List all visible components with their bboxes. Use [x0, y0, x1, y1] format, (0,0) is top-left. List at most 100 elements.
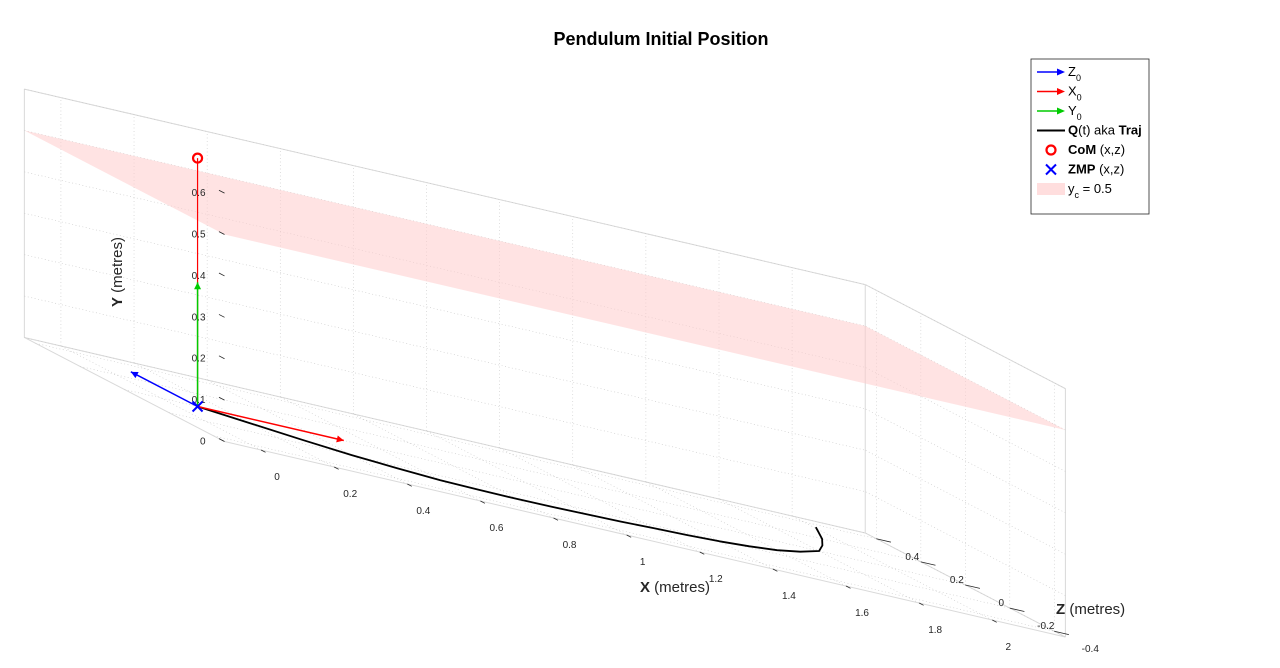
x-tick-mark — [334, 466, 339, 470]
y-tick-label: 0.3 — [192, 312, 206, 323]
x-tick-mark — [480, 500, 486, 504]
legend-text-part: 0 — [1076, 73, 1081, 83]
grid-line — [213, 435, 1055, 632]
y-tick-label: 0.4 — [192, 271, 206, 282]
y-tick-mark — [218, 355, 225, 360]
legend-text-part: 0 — [1077, 112, 1082, 122]
legend-text-part: y — [1068, 181, 1075, 196]
z-tick-mark — [876, 538, 892, 543]
chart-title: Pendulum Initial Position — [553, 29, 768, 49]
yc-plane — [24, 130, 1066, 431]
x-tick-mark — [260, 449, 266, 453]
z-axis-label: Z (metres) — [1056, 601, 1125, 618]
legend-cross-zmp — [1045, 163, 1057, 176]
legend-text-part: Z — [1068, 64, 1076, 79]
yc-plane-surface — [24, 130, 1066, 431]
legend-text-part: ZMP — [1068, 162, 1096, 177]
legend-entry-label: ZMP (x,z) — [1068, 162, 1124, 177]
z-tick-mark — [920, 561, 936, 566]
grid-line — [499, 447, 700, 553]
legend-entry-label: Z0 — [1068, 64, 1081, 83]
grid-line — [24, 130, 866, 327]
x-tick-label: 0 — [274, 472, 280, 483]
grid-line — [168, 412, 1010, 609]
x-tick-mark — [626, 534, 632, 538]
z-tick-mark — [1009, 607, 1025, 612]
grid-line — [24, 212, 866, 410]
y-tick-mark — [218, 438, 225, 442]
z0-vector — [130, 371, 198, 408]
y-tick-label: 0.1 — [192, 395, 206, 406]
zmp-marker — [191, 400, 204, 413]
y-tick-mark — [218, 396, 225, 401]
x-axis-label: X (metres) — [640, 579, 710, 596]
legend-entry-label: yc = 0.5 — [1068, 181, 1112, 200]
grid-line — [865, 284, 1066, 389]
x-tick-label: 0.4 — [416, 506, 430, 517]
legend-box — [1030, 58, 1150, 215]
x-tick-mark — [407, 483, 412, 487]
x-tick-mark — [553, 517, 559, 521]
legend-text-part: CoM — [1068, 142, 1096, 157]
x-tick-label: 0.8 — [563, 540, 577, 551]
grid-line — [35, 342, 877, 540]
legend-text-part: c — [1075, 190, 1080, 200]
x-tick-label: 0.6 — [489, 523, 503, 534]
x-tick-label: 1.2 — [709, 574, 723, 585]
legend-entry-label: X0 — [1068, 84, 1082, 103]
y-tick-label: 0 — [200, 437, 206, 448]
grid-line — [426, 430, 627, 536]
x-tick-mark — [992, 619, 997, 623]
y-tick-mark — [218, 189, 225, 194]
plot-marks — [130, 152, 824, 553]
y-tick-label: 0.6 — [192, 188, 206, 199]
y-tick-label: 0.5 — [192, 230, 206, 241]
z-tick-mark — [1054, 630, 1069, 636]
legend-arrow-head — [1057, 68, 1065, 76]
legend-text-part: X — [1068, 84, 1077, 99]
axes-box-edge — [224, 441, 1066, 638]
z-tick-label: 0.4 — [905, 552, 919, 563]
grid-line — [24, 171, 866, 368]
legend-entry-label: CoM (x,z) — [1068, 142, 1125, 157]
tick-labels: 0 0.2 0.4 0.6 0.8 1 1.2 1.4 1.6 1.8 2 -0.4 -0.2 0 0.2 0… — [192, 188, 1100, 655]
x-tick-label: 2 — [1005, 642, 1011, 653]
legend-text-part: Y — [1068, 103, 1077, 118]
legend-circle-com — [1045, 144, 1057, 156]
grid-line — [865, 491, 1066, 596]
y-tick-mark — [218, 272, 225, 277]
x-tick-label: 1 — [640, 557, 646, 568]
grid-line — [353, 413, 554, 519]
legend-text-part: (t) aka — [1078, 123, 1118, 138]
grid-line — [645, 481, 847, 587]
legend-text-part: Traj — [1119, 123, 1142, 138]
x-tick-label: 0.2 — [343, 489, 357, 500]
grid-line — [24, 337, 866, 534]
y-tick-mark — [218, 314, 225, 318]
legend-patch-plane — [1037, 183, 1065, 195]
legend-text-part: 0 — [1077, 93, 1082, 103]
grid-line — [60, 345, 262, 451]
trajectory-line — [197, 405, 824, 553]
grid-line — [572, 464, 774, 570]
legend-text-part: = 0.5 — [1079, 181, 1112, 196]
x-tick-mark — [918, 602, 924, 606]
y-tick-label: 0.2 — [192, 354, 206, 365]
legend-arrow-head — [1057, 107, 1065, 115]
x-tick-mark — [699, 551, 705, 555]
x-tick-mark — [772, 568, 778, 572]
y-axis-label: Y (metres) — [109, 237, 126, 307]
x-tick-mark — [845, 585, 851, 589]
legend-arrow-head — [1057, 88, 1065, 95]
z0-vector-head — [130, 371, 139, 379]
com-marker — [191, 152, 204, 164]
grid-line — [24, 254, 866, 451]
y-tick-mark — [218, 231, 225, 235]
y0-vector-head — [194, 282, 202, 290]
legend-text-part: (x,z) — [1095, 162, 1124, 177]
grid-line — [865, 449, 1066, 555]
grid-line — [865, 408, 1066, 514]
legend-entry-label: Q(t) aka Traj — [1068, 123, 1142, 138]
